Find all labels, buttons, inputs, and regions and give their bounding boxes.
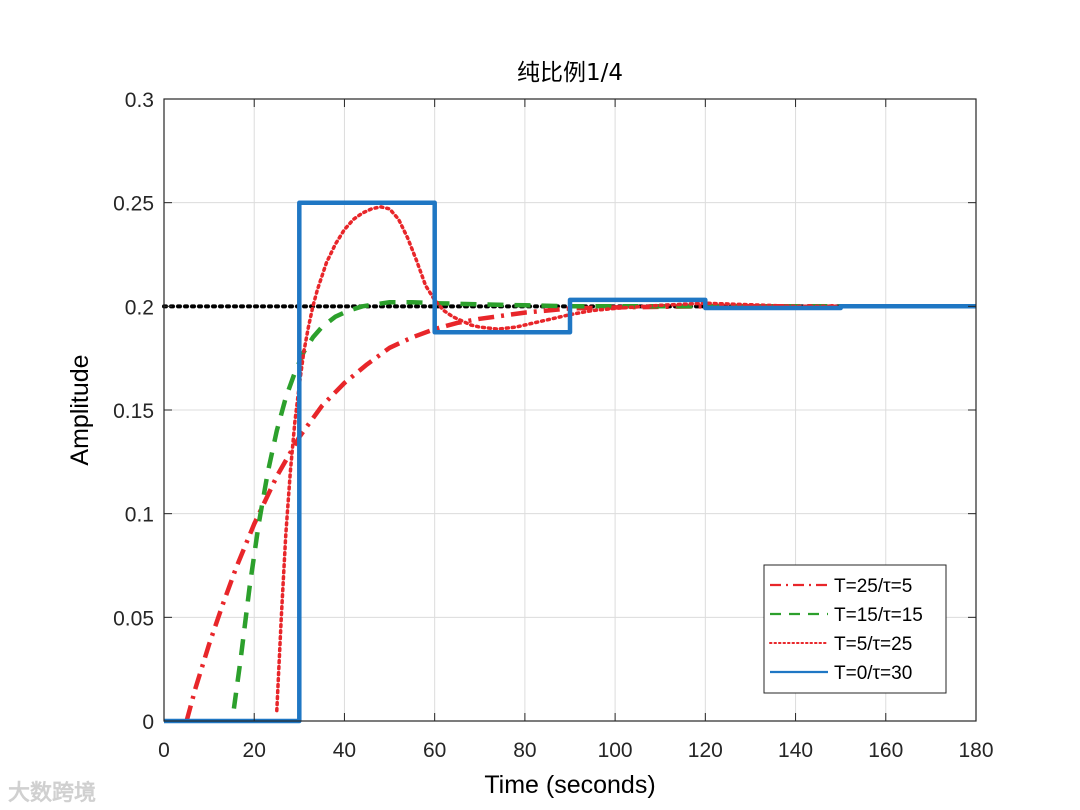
y-tick-label: 0.1 [125, 504, 154, 527]
x-axis-label: Time (seconds) [484, 771, 655, 799]
series-line-3 [164, 200, 976, 724]
ticks [163, 98, 977, 722]
tick-labels: 0 20 40 60 80 100 120 140 160 180 0 0.05 0.1 0.15 0.2 0… [113, 89, 993, 762]
y-tick-label: 0.05 [113, 607, 154, 630]
x-tick-label: 60 [423, 739, 446, 762]
x-tick-label: 140 [778, 739, 813, 762]
series-group [164, 200, 978, 724]
y-tick-label: 0.25 [113, 193, 154, 216]
legend-label-0: T=25/τ=5 [834, 576, 912, 597]
y-tick-label: 0.2 [125, 296, 154, 319]
series-line-2 [275, 205, 978, 713]
y-tick-label: 0 [142, 711, 154, 734]
x-tick-label: 180 [958, 739, 993, 762]
watermark: 大数跨境 [8, 781, 97, 806]
legend-label-2: T=5/τ=25 [834, 634, 912, 655]
x-tick-label: 0 [158, 739, 170, 762]
x-tick-label: 100 [598, 739, 633, 762]
y-tick-label: 0.3 [125, 89, 154, 112]
legend: T=25/τ=5 T=15/τ=15 T=5/τ=25 T=0/τ=30 [763, 564, 947, 694]
x-tick-label: 20 [243, 739, 266, 762]
x-tick-label: 80 [513, 739, 536, 762]
series-line-1 [231, 299, 976, 709]
x-tick-label: 160 [868, 739, 903, 762]
y-tick-label: 0.15 [113, 400, 154, 423]
legend-label-3: T=0/τ=30 [834, 663, 912, 684]
y-axis-label: Amplitude [66, 354, 94, 465]
x-tick-label: 120 [688, 739, 723, 762]
x-tick-label: 40 [333, 739, 356, 762]
chart-title: 纯比例1/4 [517, 60, 623, 86]
legend-label-1: T=15/τ=15 [834, 605, 923, 626]
